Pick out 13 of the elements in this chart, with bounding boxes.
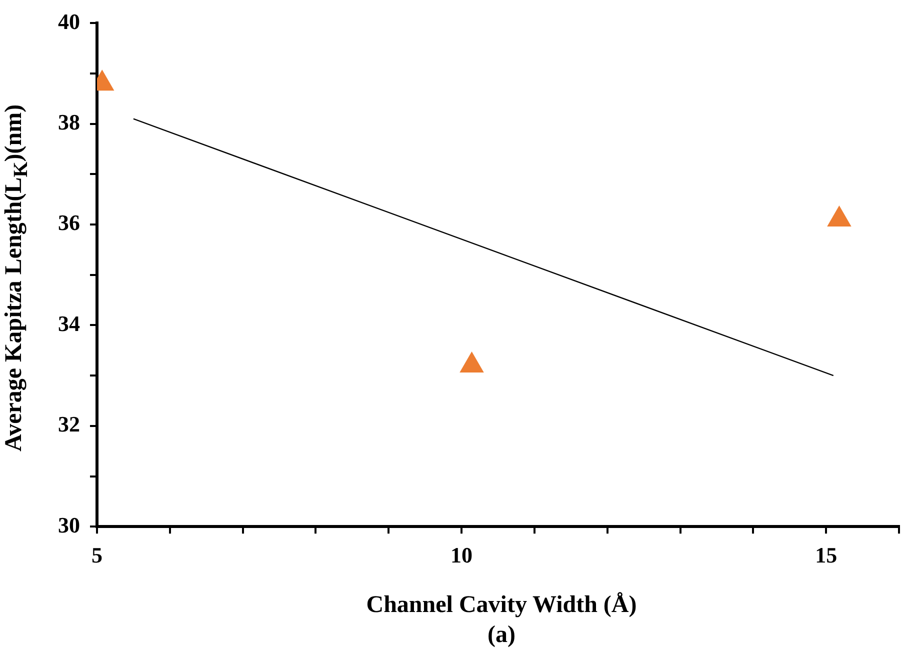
y-tick-label: 40 (58, 8, 80, 34)
y-tick-label: 36 (58, 210, 80, 236)
point (460, 352, 484, 373)
y-tick-label: 38 (58, 110, 80, 135)
y-tick-label: 30 (58, 512, 80, 538)
x-tick-label: 10 (450, 542, 473, 568)
x-tick-label: 5 (92, 542, 102, 568)
y-tick-label: 32 (58, 412, 80, 437)
point (827, 206, 851, 227)
text: (a) (486, 622, 516, 649)
x-tick-label: 15 (815, 542, 838, 568)
x-axis-title: Channel Cavity Width (Å) (365, 592, 638, 619)
y-tick-label: 34 (58, 310, 80, 336)
